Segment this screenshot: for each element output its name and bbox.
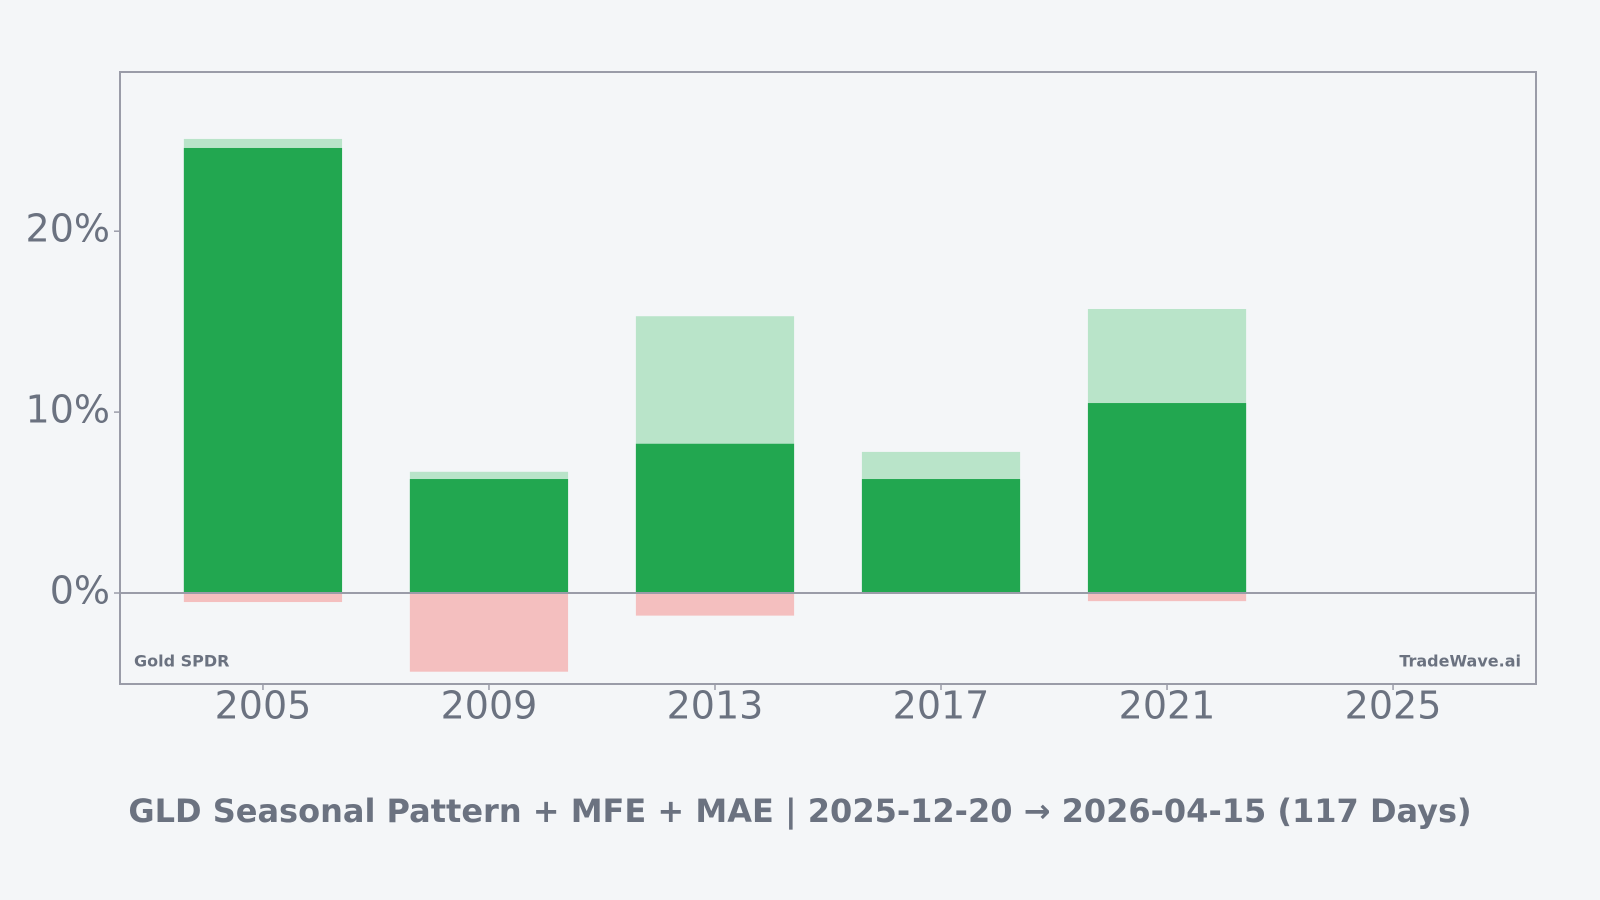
bar: [635, 443, 795, 594]
x-tick-label: 2017: [893, 684, 990, 728]
bar: [861, 479, 1021, 594]
bar: [1087, 593, 1247, 602]
annotation: Gold SPDR: [134, 652, 229, 671]
y-tick-label: 10%: [26, 388, 110, 432]
bar: [183, 593, 343, 603]
x-tick-label: 2013: [667, 684, 764, 728]
y-tick-label: 20%: [26, 207, 110, 251]
bar: [409, 479, 569, 594]
x-tick-label: 2005: [215, 684, 312, 728]
x-tick-label: 2009: [441, 684, 538, 728]
plot-frame: [119, 71, 1537, 685]
chart-title: GLD Seasonal Pattern + MFE + MAE | 2025-…: [128, 792, 1471, 831]
bar: [635, 593, 795, 616]
x-tick-label: 2025: [1345, 684, 1442, 728]
y-tick-label: 0%: [50, 569, 110, 613]
bar: [1087, 403, 1247, 594]
annotation: TradeWave.ai: [1399, 652, 1521, 671]
bar: [409, 593, 569, 672]
bar: [183, 147, 343, 594]
x-tick-label: 2021: [1119, 684, 1216, 728]
